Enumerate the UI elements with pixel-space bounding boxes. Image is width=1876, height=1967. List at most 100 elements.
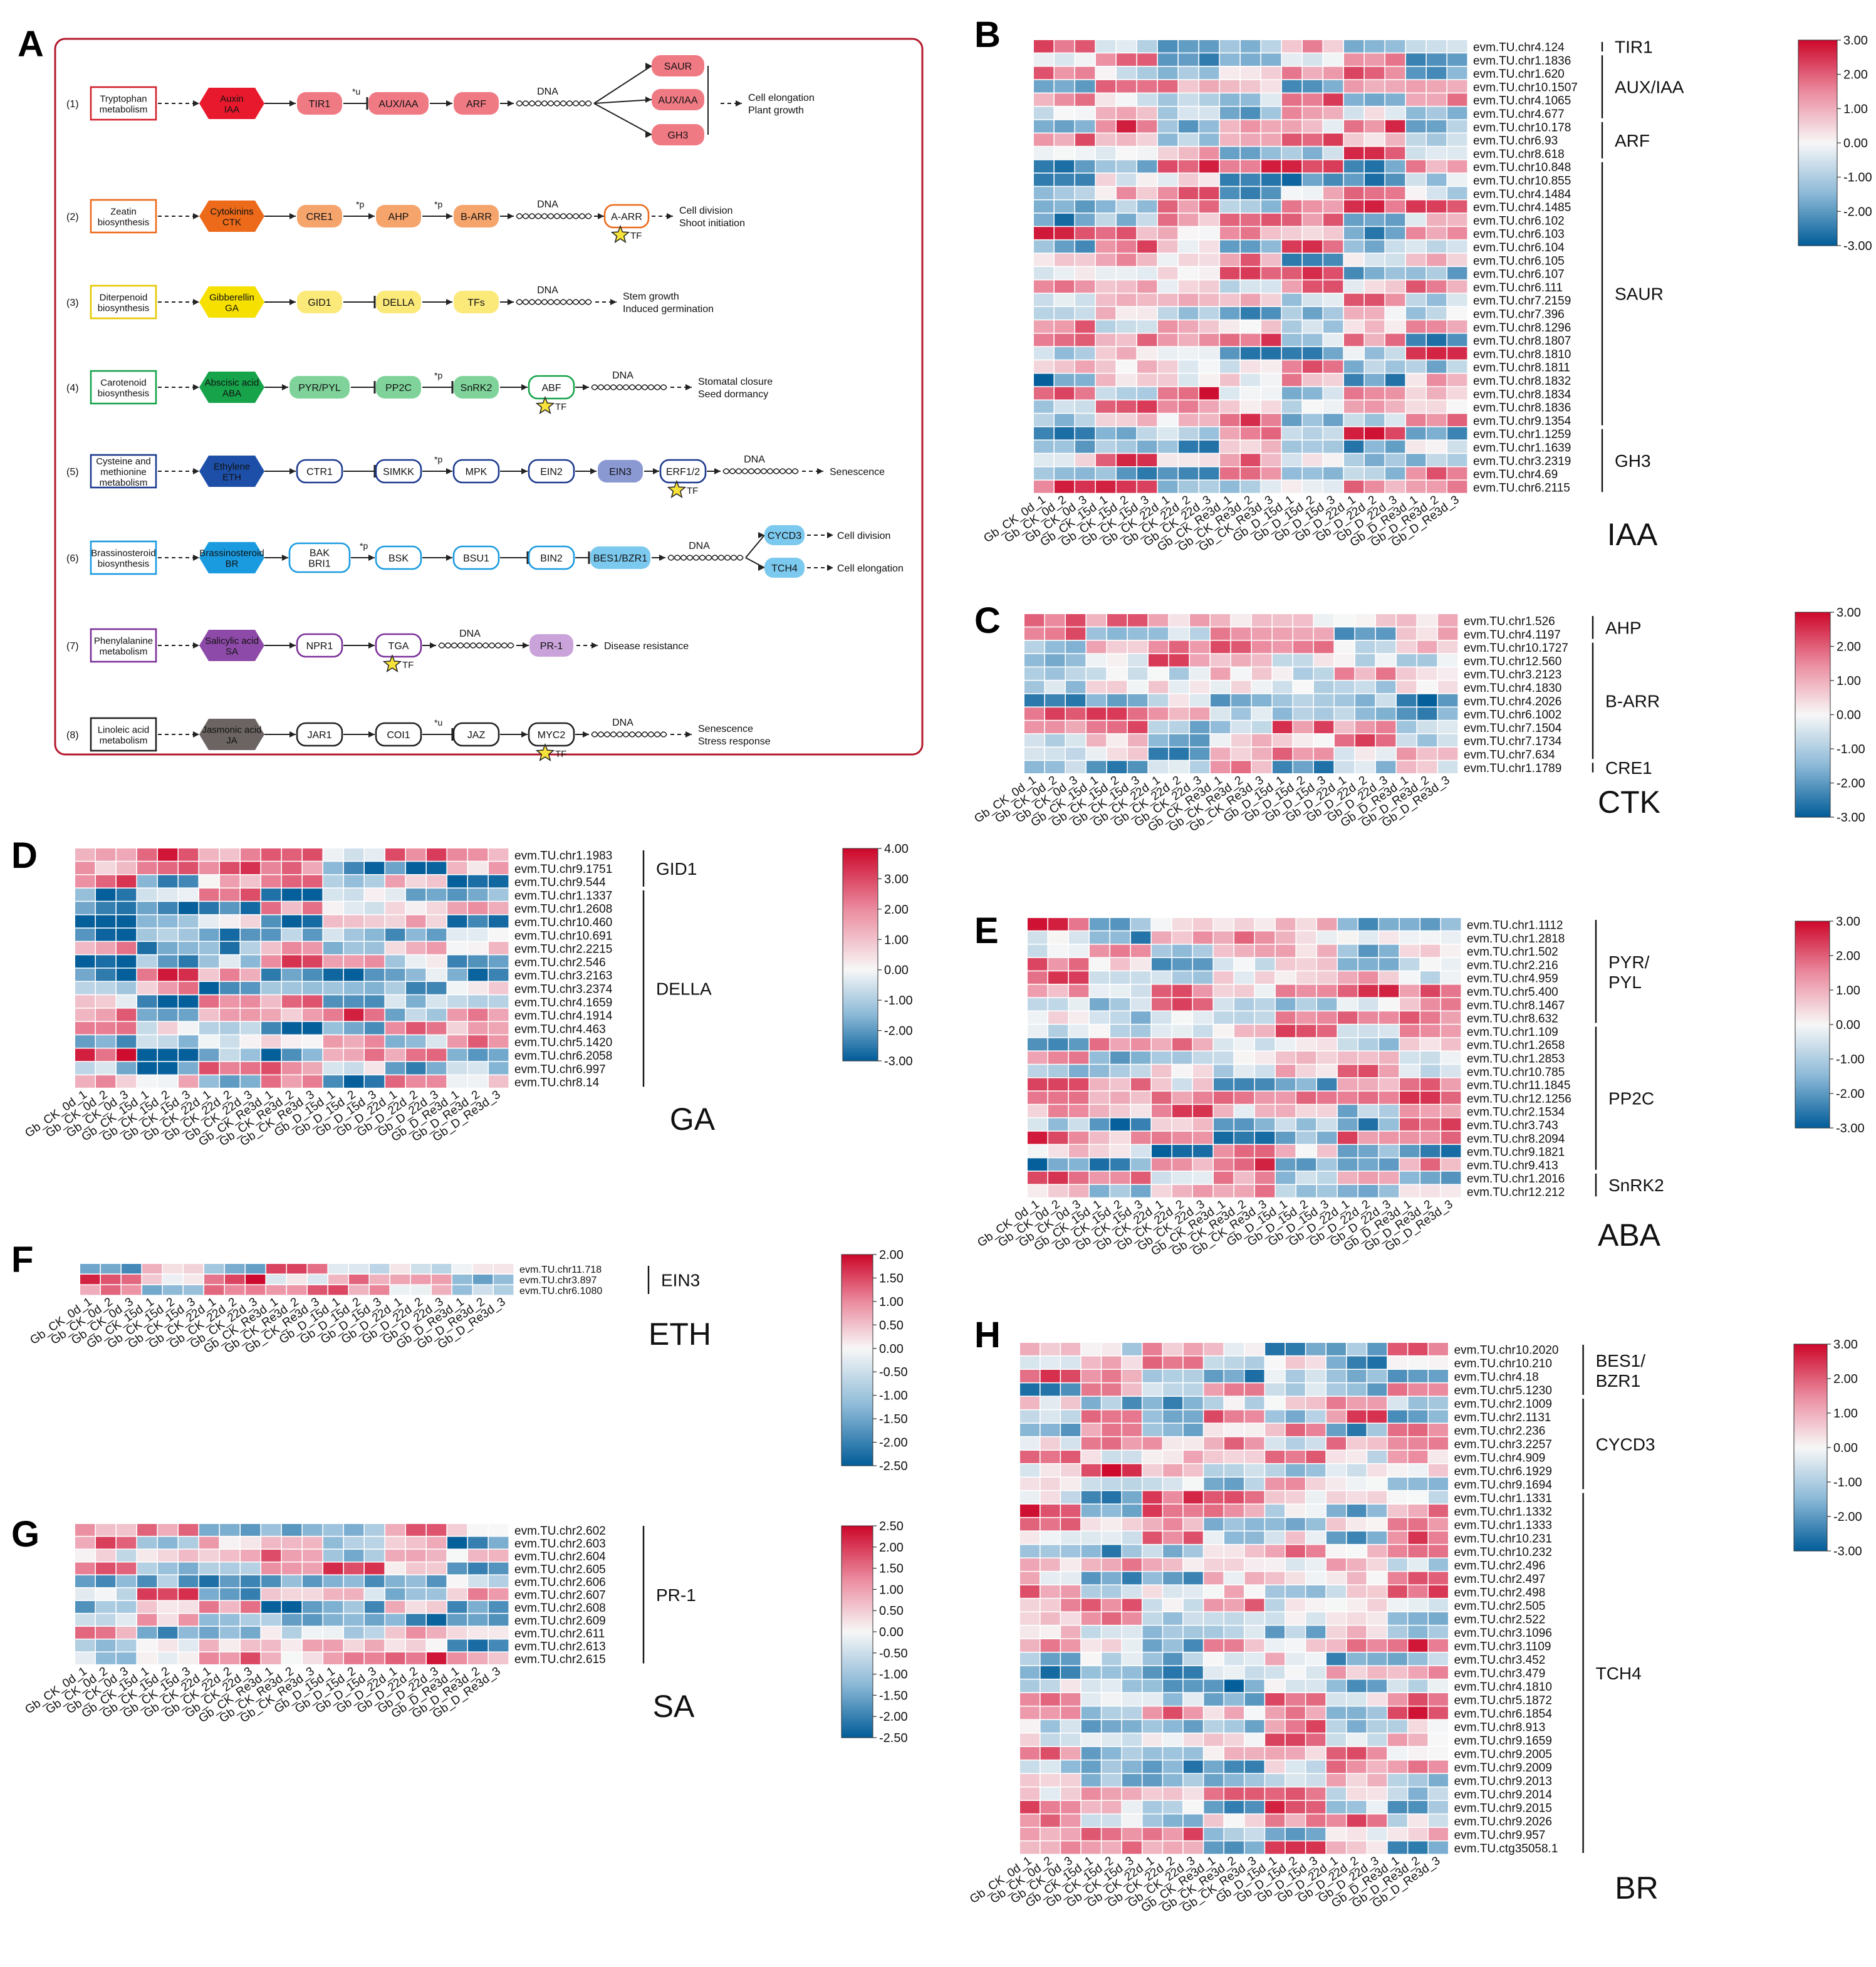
heat-cell <box>447 1021 467 1035</box>
heat-cell <box>1417 654 1437 667</box>
heat-cell <box>303 888 323 901</box>
heat-cell <box>1158 267 1178 279</box>
heat-cell <box>158 915 178 928</box>
heat-cell <box>323 1021 343 1035</box>
gene-label: evm.TU.chr2.608 <box>514 1602 606 1615</box>
heat-cell <box>199 848 219 861</box>
heat-cell <box>1081 1572 1101 1585</box>
heat-cell <box>1323 240 1343 253</box>
gene-label: evm.TU.chr10.2020 <box>1454 1344 1559 1357</box>
colorbar-step <box>1795 947 1830 950</box>
heat-cell <box>1137 253 1157 266</box>
heat-cell <box>1131 1185 1151 1197</box>
heat-cell <box>1335 667 1355 680</box>
heat-cell <box>1179 414 1199 427</box>
heat-cell <box>1314 694 1334 707</box>
heat-cell <box>1069 944 1089 957</box>
colorbar-step <box>842 1721 873 1725</box>
heat-cell <box>1110 1158 1130 1171</box>
heat-cell <box>1441 1105 1461 1117</box>
heat-cell <box>1024 640 1045 654</box>
heat-cell <box>1387 1356 1407 1369</box>
colorbar-step <box>1795 753 1830 756</box>
heat-cell <box>1285 1693 1305 1706</box>
heat-cell <box>1102 1370 1122 1382</box>
heat-cell <box>344 1008 364 1021</box>
pathway-node <box>652 89 704 110</box>
heat-cell <box>1214 918 1234 931</box>
colorbar-step <box>1795 929 1830 932</box>
heat-cell <box>1020 1652 1040 1666</box>
heat-cell <box>1326 1679 1346 1693</box>
heat-cell <box>1179 333 1199 347</box>
colorbar-step <box>1795 724 1830 728</box>
gene-label: evm.TU.chr7.1734 <box>1464 735 1562 748</box>
colorbar-step <box>1795 766 1830 769</box>
heat-cell <box>344 1627 364 1639</box>
heat-cell <box>1081 1531 1101 1544</box>
pathway-node-label: TFs <box>467 298 485 308</box>
heat-cell <box>1075 467 1095 480</box>
heat-cell <box>1326 1666 1346 1679</box>
heat-cell <box>1406 200 1426 213</box>
heat-cell <box>1408 1464 1428 1477</box>
colorbar-step <box>1798 125 1837 128</box>
colorbar-tick-label: -1.00 <box>1836 1053 1865 1067</box>
gene-label: evm.TU.chr6.1002 <box>1464 709 1561 722</box>
heat-cell <box>1355 707 1375 720</box>
heat-cell <box>1303 427 1323 440</box>
heat-cell <box>137 915 157 928</box>
heat-cell <box>1214 1051 1234 1064</box>
heat-cell <box>1326 1451 1346 1463</box>
heat-cell <box>1179 454 1199 466</box>
heat-cell <box>447 1639 467 1652</box>
heat-cell <box>1347 1464 1367 1477</box>
heat-cell <box>1020 1706 1040 1719</box>
hormone-hexagon <box>199 542 264 573</box>
heat-cell <box>1385 93 1405 106</box>
heatmap-panels: evm.TU.chr4.124evm.TU.chr1.1836evm.TU.ch… <box>23 34 1872 1915</box>
heat-cell <box>1090 1038 1110 1051</box>
heat-cell <box>1024 734 1045 747</box>
heat-cell <box>1075 80 1095 93</box>
heat-cell <box>1314 748 1334 760</box>
heat-cell <box>1303 160 1323 173</box>
heat-cell <box>1020 1491 1040 1504</box>
heat-cell <box>1273 707 1293 720</box>
heat-cell <box>1214 984 1234 998</box>
colorbar-tick-label: 0.50 <box>879 1604 904 1618</box>
gene-label: evm.TU.chr4.463 <box>514 1023 606 1036</box>
heat-cell <box>365 862 385 874</box>
colorbar-step <box>1798 99 1837 102</box>
heat-cell <box>1365 174 1385 186</box>
colorbar-step <box>842 1338 873 1342</box>
heat-cell <box>1169 707 1189 720</box>
heat-cell <box>1429 1760 1448 1773</box>
heat-cell <box>1438 721 1458 734</box>
heat-cell <box>241 1550 261 1562</box>
heat-cell <box>1102 1639 1122 1652</box>
heat-cell <box>1169 614 1189 627</box>
heat-cell <box>1387 1518 1407 1531</box>
heat-cell <box>287 1264 307 1274</box>
heat-cell <box>1296 1038 1316 1051</box>
colorbar-step <box>842 1342 873 1345</box>
heat-cell <box>1055 93 1075 106</box>
heat-cell <box>1090 984 1110 998</box>
pathway-node <box>289 376 350 399</box>
heat-cell <box>1117 480 1137 493</box>
heat-cell <box>1131 1158 1151 1171</box>
heat-cell <box>1102 1828 1122 1840</box>
colorbar-step <box>842 1312 873 1316</box>
heat-cell <box>1179 174 1199 186</box>
colorbar-step <box>1794 1458 1827 1461</box>
colorbar-step <box>842 1610 873 1614</box>
heat-cell <box>1358 931 1378 944</box>
heat-cell <box>1024 681 1045 694</box>
heat-cell <box>1376 654 1396 667</box>
heat-cell <box>1193 1185 1213 1197</box>
pathway-number: (7) <box>66 641 79 652</box>
heat-cell <box>1020 1464 1040 1477</box>
heat-cell <box>199 1048 219 1062</box>
heat-cell <box>158 1035 178 1048</box>
